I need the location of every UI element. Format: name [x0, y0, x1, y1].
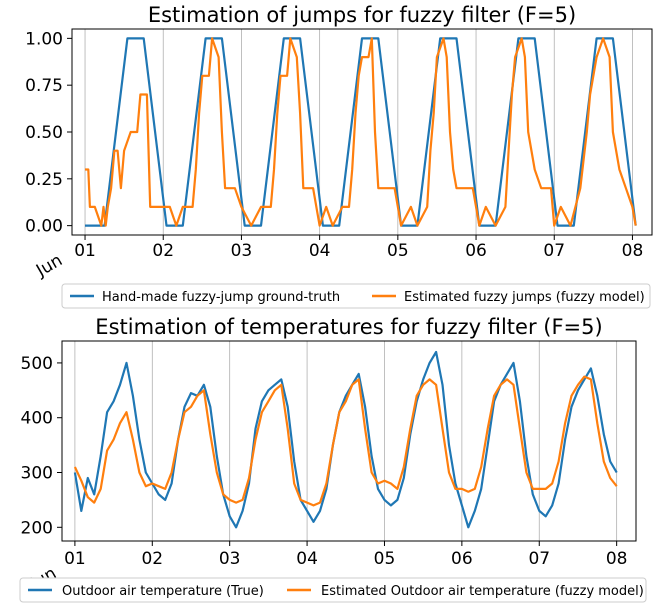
legend: Hand-made fuzzy-jump ground-truth Estimat…: [61, 283, 651, 309]
legend: Outdoor air temperature (True) Estimated …: [19, 577, 647, 603]
legend-label: Estimated fuzzy jumps (fuzzy model): [404, 290, 645, 305]
y-tick-label: 1.00: [25, 29, 63, 49]
x-tick-label: 03: [219, 549, 241, 569]
x-tick-label: 04: [309, 241, 331, 261]
x-tick-label: 03: [231, 241, 253, 261]
y-tick-label: 300: [21, 464, 53, 484]
series-line: [73, 350, 618, 529]
temperatures-chart: Estimation of temperatures for fuzzy fil…: [19, 315, 647, 603]
chart-title: Estimation of temperatures for fuzzy fil…: [95, 315, 602, 339]
y-tick-label: 0.50: [25, 123, 63, 143]
x-tick-label: 01: [74, 241, 96, 261]
y-tick-label: 400: [21, 409, 53, 429]
x-tick-label: 04: [296, 549, 318, 569]
legend-label: Hand-made fuzzy-jump ground-truth: [102, 290, 340, 305]
x-tick-label: 06: [451, 549, 473, 569]
jumps-chart: Estimation of jumps for fuzzy filter (F=…: [25, 3, 653, 309]
x-month-label: Jun: [32, 250, 66, 281]
x-tick-label: 08: [606, 549, 628, 569]
x-tick-label: 01: [64, 549, 86, 569]
x-tick-label: 05: [374, 549, 396, 569]
legend-box: [19, 577, 647, 603]
x-tick-label: 02: [152, 241, 174, 261]
series-line: [73, 375, 618, 507]
x-tick-label: 07: [528, 549, 550, 569]
legend-label: Outdoor air temperature (True): [62, 584, 264, 599]
x-tick-label: 02: [141, 549, 163, 569]
series-line: [85, 37, 637, 227]
plot-frame: [61, 340, 637, 542]
legend-label: Estimated Outdoor air temperature (fuzzy…: [321, 584, 644, 599]
y-tick-label: 0.25: [25, 170, 63, 190]
plot-frame: [71, 28, 653, 236]
x-tick-label: 06: [465, 241, 487, 261]
x-tick-label: 05: [387, 241, 409, 261]
y-tick-label: 500: [21, 354, 53, 374]
legend-box: [61, 283, 651, 309]
y-tick-label: 200: [21, 518, 53, 538]
y-tick-label: 0.75: [25, 76, 63, 96]
x-tick-label: 08: [622, 241, 644, 261]
chart-title: Estimation of jumps for fuzzy filter (F=…: [148, 3, 576, 27]
y-tick-label: 0.00: [25, 217, 63, 237]
x-tick-label: 07: [543, 241, 565, 261]
